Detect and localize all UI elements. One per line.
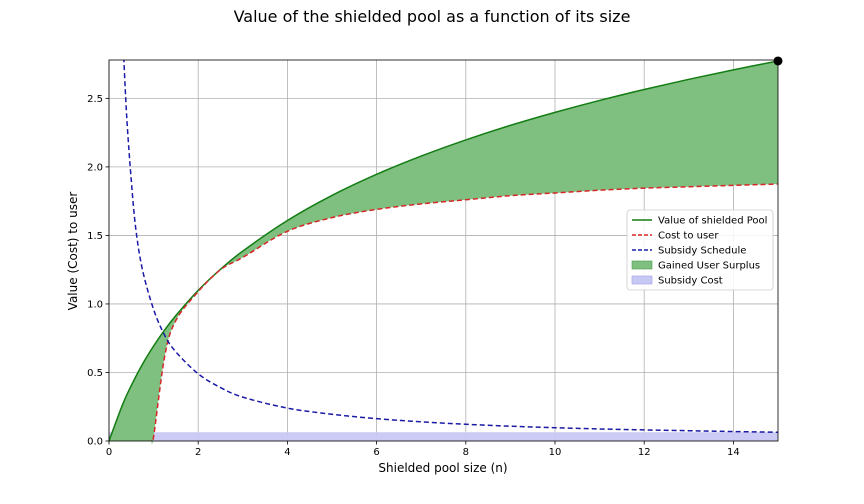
legend-item: Subsidy Schedule <box>632 246 746 257</box>
y-tick-label: 2.0 <box>87 162 103 173</box>
value-of-shielded-pool-line <box>109 60 778 441</box>
legend-label: Subsidy Schedule <box>658 246 746 257</box>
plot-frame <box>108 59 779 442</box>
y-axis-label: Value (Cost) to user <box>66 192 80 311</box>
x-tick-label: 14 <box>727 447 740 458</box>
x-tick-label: 0 <box>106 447 112 458</box>
fill-areas <box>109 60 778 445</box>
x-tick-label: 10 <box>549 447 562 458</box>
x-tick-label: 12 <box>638 447 651 458</box>
y-axis-ticks: 0.0 0.5 1.0 1.5 2.0 2.5 <box>87 94 109 448</box>
chart-title: Value of the shielded pool as a function… <box>234 7 631 26</box>
y-tick-label: 0.5 <box>87 368 103 379</box>
x-tick-label: 8 <box>463 447 469 458</box>
x-tick-label: 2 <box>195 447 201 458</box>
x-tick-label: 6 <box>373 447 379 458</box>
legend-item: Value of shielded Pool <box>632 216 767 227</box>
legend-label: Cost to user <box>658 231 719 242</box>
subsidy-cost-fill <box>109 432 778 441</box>
x-axis-label: Shielded pool size (n) <box>378 461 507 475</box>
x-tick-label: 4 <box>284 447 290 458</box>
y-tick-label: 1.5 <box>87 231 103 242</box>
legend: Value of shielded Pool Cost to user Subsid… <box>626 209 774 291</box>
legend-label: Subsidy Cost <box>658 276 723 287</box>
legend-swatch-patch <box>631 260 653 270</box>
legend-box <box>626 209 774 291</box>
series-group <box>109 60 778 441</box>
legend-label: Value of shielded Pool <box>658 216 767 227</box>
y-tick-label: 2.5 <box>87 94 103 105</box>
y-tick-label: 0.0 <box>87 437 103 448</box>
legend-label: Gained User Surplus <box>658 261 760 272</box>
cost-to-user-line <box>150 183 778 441</box>
legend-swatch-patch <box>631 275 653 285</box>
legend-item: Cost to user <box>632 231 719 242</box>
legend-item: Gained User Surplus <box>631 260 760 272</box>
x-axis-ticks: 0 2 4 6 8 10 12 14 <box>106 441 740 458</box>
legend-item: Subsidy Cost <box>631 275 723 287</box>
subsidy-schedule-line <box>123 60 778 433</box>
y-tick-label: 1.0 <box>87 299 103 310</box>
gained-user-surplus-fill <box>109 60 778 445</box>
